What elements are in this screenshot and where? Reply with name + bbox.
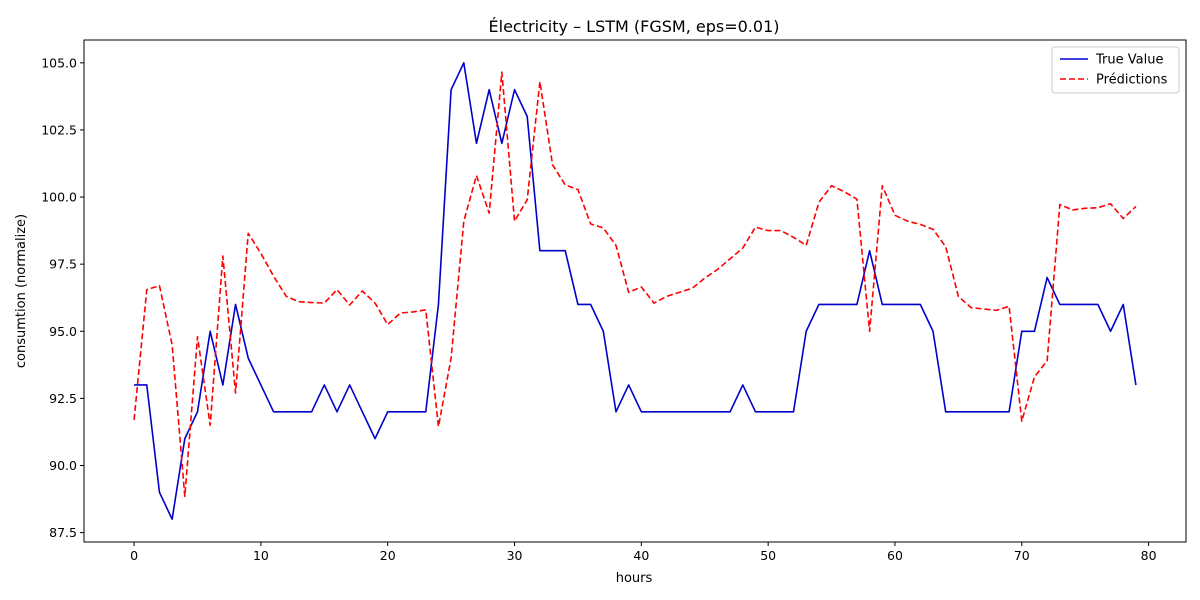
plot-lines <box>133 62 1137 520</box>
legend-entry-label: True Value <box>1095 53 1163 68</box>
x-axis-label: hours <box>616 571 653 586</box>
x-tick-label: 20 <box>380 548 396 563</box>
y-tick-label: 87.5 <box>49 525 77 540</box>
x-tick-label: 80 <box>1141 548 1157 563</box>
legend: True Value Prédictions <box>1051 46 1180 94</box>
x-tick-label: 70 <box>1014 548 1030 563</box>
y-tick-label: 95.0 <box>49 324 77 339</box>
x-axis-ticks: 0 10 20 30 40 50 60 70 80 <box>130 542 1157 563</box>
y-tick-label: 97.5 <box>49 257 77 272</box>
x-tick-label: 50 <box>760 548 776 563</box>
y-tick-label: 105.0 <box>41 55 77 70</box>
series-line-predictions <box>133 71 1137 498</box>
y-tick-label: 92.5 <box>49 391 77 406</box>
x-tick-label: 60 <box>887 548 903 563</box>
plot-frame <box>83 39 1187 543</box>
legend-entry-label: Prédictions <box>1096 73 1168 88</box>
series-line-true-value <box>134 62 1137 520</box>
y-axis-label: consumtion (normalize) <box>14 214 29 368</box>
chart-title: Électricity – LSTM (FGSM, eps=0.01) <box>489 17 780 36</box>
y-tick-label: 102.5 <box>41 122 77 137</box>
x-tick-label: 0 <box>130 548 138 563</box>
x-tick-label: 10 <box>253 548 269 563</box>
y-axis-ticks: 87.5 90.0 92.5 95.0 97.5 100.0 102.5 105.0 <box>41 55 84 540</box>
y-tick-label: 90.0 <box>49 458 77 473</box>
x-tick-label: 40 <box>633 548 649 563</box>
x-tick-label: 30 <box>507 548 523 563</box>
y-tick-label: 100.0 <box>41 190 77 205</box>
